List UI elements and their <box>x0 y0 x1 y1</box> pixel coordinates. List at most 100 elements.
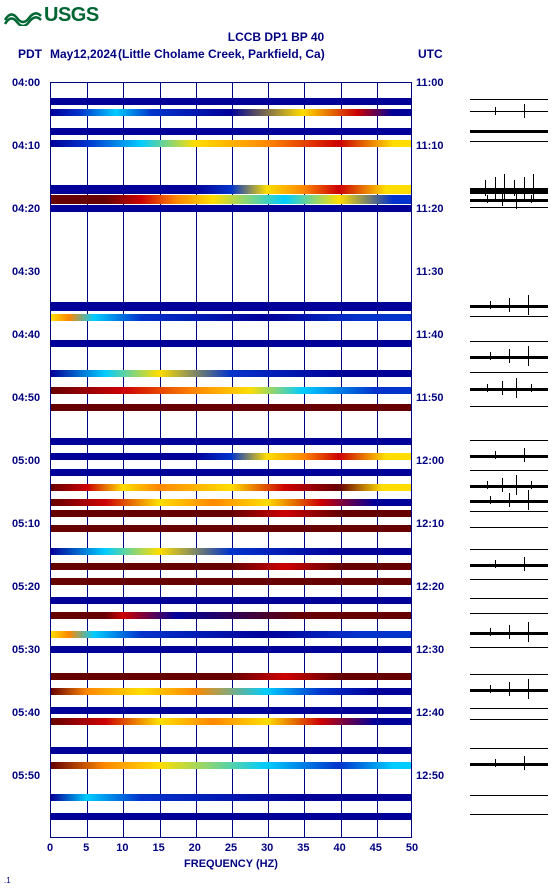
wave-icon <box>4 6 42 26</box>
x-tick: 15 <box>152 842 164 854</box>
spectrogram-row <box>51 578 411 585</box>
header-utc: UTC <box>418 47 443 61</box>
spectrogram-row <box>51 128 411 135</box>
waveform-trace <box>470 549 548 550</box>
waveform-trace <box>470 406 548 407</box>
waveform-spike <box>490 628 491 636</box>
spectrogram-row <box>51 140 411 147</box>
waveform-spike <box>495 451 496 459</box>
spectrogram-row <box>51 370 411 377</box>
right-time-tick: 12:20 <box>416 581 444 593</box>
x-tick: 5 <box>83 842 89 854</box>
right-time-tick: 11:00 <box>416 77 444 89</box>
spectrogram-row <box>51 453 411 460</box>
right-time-tick: 12:10 <box>416 518 444 530</box>
spectrogram-row <box>51 688 411 695</box>
header-date: May12,2024 <box>50 47 117 61</box>
left-time-tick: 04:50 <box>12 392 40 404</box>
left-time-tick: 05:40 <box>12 707 40 719</box>
spectrogram-row <box>51 185 411 194</box>
waveform-spike <box>490 301 491 309</box>
left-time-tick: 05:20 <box>12 581 40 593</box>
spectrogram-row <box>51 612 411 619</box>
waveform-spike <box>528 490 529 510</box>
waveform-trace <box>470 527 548 528</box>
left-time-tick: 04:10 <box>12 140 40 152</box>
left-time-tick: 05:00 <box>12 455 40 467</box>
spectrogram-row <box>51 109 411 116</box>
right-time-tick: 12:30 <box>416 644 444 656</box>
waveform-spike <box>516 378 517 398</box>
right-time-tick: 11:30 <box>416 266 444 278</box>
waveform-spike <box>509 625 510 639</box>
right-time-tick: 12:00 <box>416 455 444 467</box>
spectrogram-row <box>51 707 411 714</box>
waveform-trace <box>470 579 548 580</box>
waveform-trace <box>470 814 548 815</box>
waveform-column <box>470 82 548 838</box>
waveform-spike <box>502 192 503 206</box>
waveform-spike <box>495 177 496 199</box>
waveform-trace <box>470 647 548 648</box>
left-time-tick: 04:20 <box>12 203 40 215</box>
spectrogram-row <box>51 747 411 754</box>
waveform-spike <box>531 384 532 392</box>
right-time-tick: 11:40 <box>416 329 444 341</box>
spectrogram-row <box>51 205 411 212</box>
waveform-spike <box>516 475 517 495</box>
waveform-trace <box>470 719 548 720</box>
waveform-trace <box>470 470 548 471</box>
spectrogram-row <box>51 631 411 638</box>
spectrogram-row <box>51 195 411 204</box>
waveform-trace <box>470 564 548 567</box>
waveform-trace <box>470 613 548 614</box>
spectrogram-row <box>51 794 411 801</box>
x-axis-label: FREQUENCY (HZ) <box>50 858 412 870</box>
waveform-trace <box>470 763 548 766</box>
footnote: .1 <box>4 876 11 885</box>
waveform-trace <box>470 199 548 202</box>
spectrogram-row <box>51 314 411 321</box>
x-tick: 10 <box>116 842 128 854</box>
waveform-spike <box>509 349 510 363</box>
right-time-tick: 12:50 <box>416 770 444 782</box>
right-time-tick: 11:20 <box>416 203 444 215</box>
waveform-spike <box>524 448 525 462</box>
waveform-trace <box>470 341 548 342</box>
waveform-trace <box>470 111 548 112</box>
spectrogram-row <box>51 597 411 604</box>
x-tick: 0 <box>47 842 53 854</box>
spectrogram-row <box>51 499 411 506</box>
left-time-tick: 05:50 <box>12 770 40 782</box>
x-tick: 30 <box>261 842 273 854</box>
spectrogram-row <box>51 469 411 476</box>
waveform-spike <box>528 295 529 315</box>
spectrogram-row <box>51 98 411 105</box>
waveform-trace <box>470 795 548 796</box>
waveform-spike <box>528 679 529 699</box>
waveform-spike <box>485 180 486 196</box>
left-time-tick: 05:10 <box>12 518 40 530</box>
waveform-spike <box>531 195 532 203</box>
left-time-tick: 05:30 <box>12 644 40 656</box>
waveform-trace <box>470 188 548 194</box>
spectrogram-row <box>51 340 411 347</box>
spectrogram-row <box>51 438 411 445</box>
waveform-spike <box>524 104 525 118</box>
waveform-spike <box>495 107 496 115</box>
waveform-trace <box>470 485 548 488</box>
usgs-logo: USGS <box>4 4 99 27</box>
x-tick: 25 <box>225 842 237 854</box>
spectrogram-row <box>51 548 411 555</box>
waveform-spike <box>502 381 503 395</box>
waveform-spike <box>495 759 496 767</box>
waveform-trace <box>470 316 548 317</box>
x-tick: 20 <box>189 842 201 854</box>
spectrogram-row <box>51 387 411 394</box>
x-tick: 40 <box>333 842 345 854</box>
waveform-spike <box>504 174 505 202</box>
waveform-trace <box>470 440 548 441</box>
spectrogram-row <box>51 484 411 491</box>
waveform-trace <box>470 598 548 599</box>
waveform-spike <box>524 756 525 770</box>
